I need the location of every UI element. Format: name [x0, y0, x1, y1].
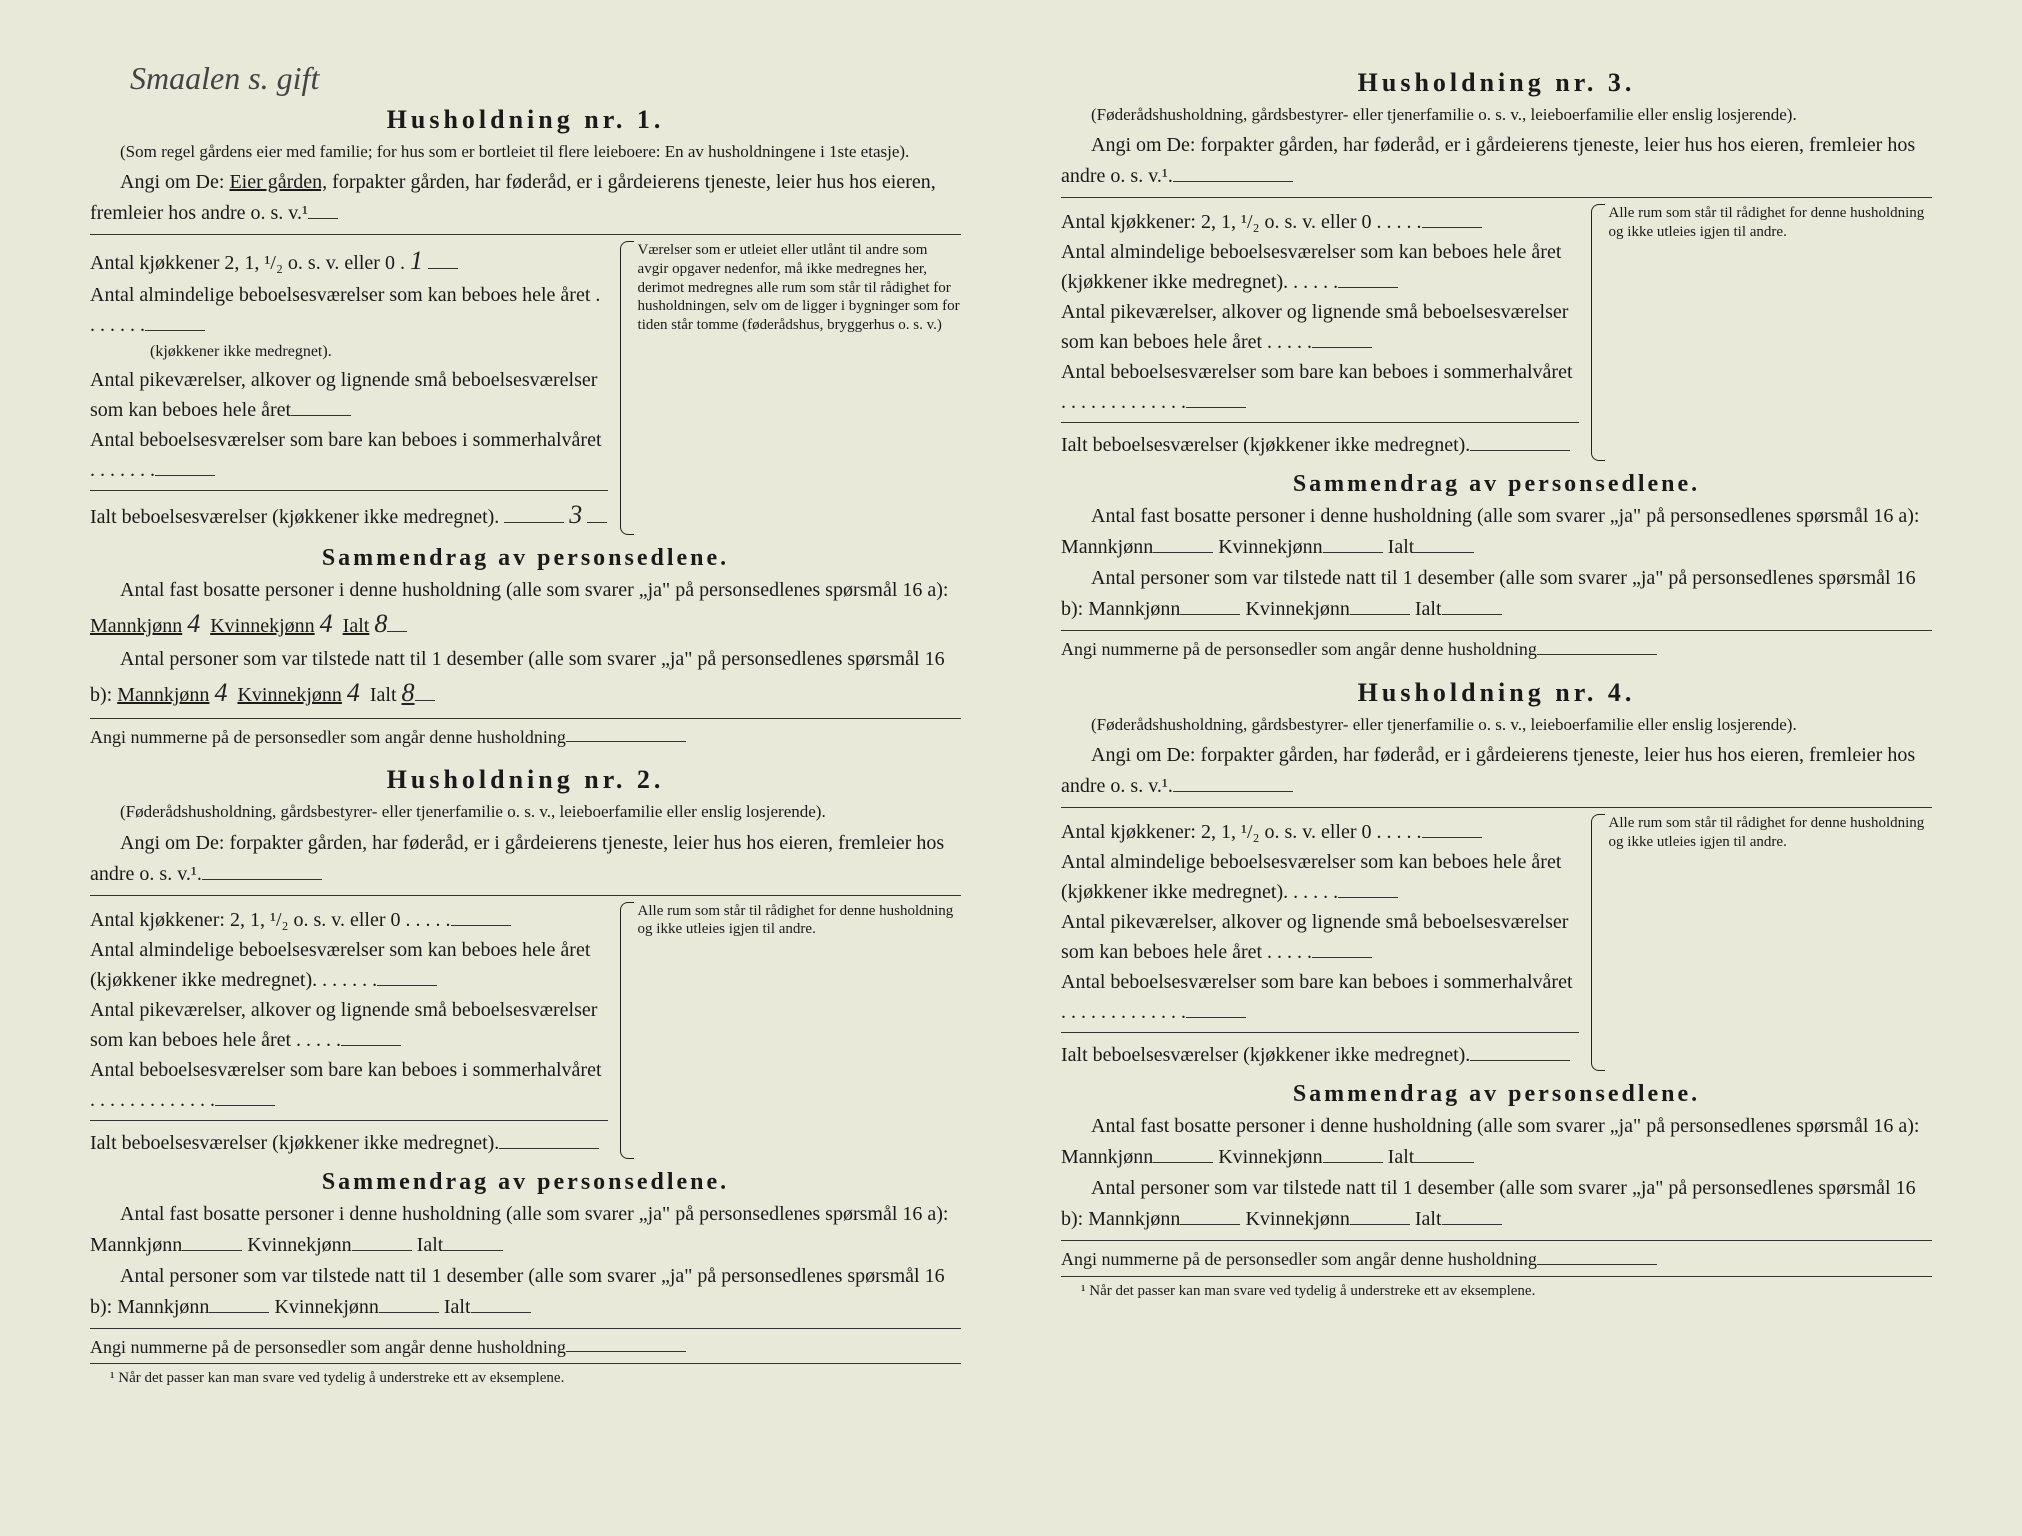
household-title: Husholdning nr. 2.	[90, 765, 961, 795]
angi-numbers: Angi nummerne på de personsedler som ang…	[90, 718, 961, 748]
rooms-row-3: Antal beboelsesværelser som bare kan beb…	[90, 426, 608, 484]
rooms-total-row: Ialt beboelsesværelser (kjøkkener ikke m…	[90, 497, 608, 533]
summary-title: Sammendrag av personsedlene.	[90, 545, 961, 572]
kvinne-16b: 4	[347, 678, 360, 707]
footnote: ¹ Når det passer kan man svare ved tydel…	[90, 1370, 961, 1387]
ownership-prompt: Angi om De: forpakter gården, har føderå…	[90, 828, 961, 889]
household-1: Husholdning nr. 1. (Som regel gårdens ei…	[90, 105, 961, 747]
right-page: Husholdning nr. 3. (Føderådshusholdning,…	[1011, 60, 1982, 1476]
angi-numbers: Angi nummerne på de personsedler som ang…	[90, 1328, 961, 1358]
summary-16b: Antal personer som var tilstede natt til…	[90, 645, 961, 712]
rooms-row-1: Antal almindelige beboelsesværelser som …	[90, 281, 608, 339]
mann-16a: 4	[187, 609, 200, 638]
summary-16a: Antal fast bosatte personer i denne hush…	[1061, 1112, 1932, 1172]
mann-label: Mannkjønn	[90, 615, 182, 637]
rooms-total-row: Ialt beboelsesværelser (kjøkkener ikke m…	[1061, 429, 1579, 459]
rooms-row-1-sub: (kjøkkener ikke medregnet).	[90, 341, 608, 363]
kitchens-row: Antal kjøkkener: 2, 1, ¹/₂ o. s. v. elle…	[1061, 206, 1579, 236]
summary-16b: Antal personer som var tilstede natt til…	[1061, 564, 1932, 624]
sidenote-2: Alle rum som står til rådighet for denne…	[620, 902, 961, 1159]
summary-title: Sammendrag av personsedlene.	[1061, 1081, 1932, 1108]
ownership-prompt: Angi om De: forpakter gården, har føderå…	[1061, 740, 1932, 801]
household-subtitle: (Føderådshusholdning, gårdsbestyrer- ell…	[1061, 714, 1932, 736]
prompt-prefix: Angi om De:	[120, 171, 224, 193]
rooms-row-3: Antal beboelsesværelser som bare kan beb…	[90, 1056, 608, 1114]
kitchens-row: Antal kjøkkener 2, 1, ¹/₂ o. s. v. eller…	[90, 243, 608, 279]
ialt-16b: 8	[402, 678, 415, 707]
rooms-row-3: Antal beboelsesværelser som bare kan beb…	[1061, 968, 1579, 1026]
rooms-row-2: Antal pikeværelser, alkover og lignende …	[90, 366, 608, 424]
household-subtitle: (Føderådshusholdning, gårdsbestyrer- ell…	[90, 801, 961, 823]
kitchens-row: Antal kjøkkener: 2, 1, ¹/₂ o. s. v. elle…	[90, 904, 608, 934]
summary-title: Sammendrag av personsedlene.	[1061, 471, 1932, 498]
rooms-total-row: Ialt beboelsesværelser (kjøkkener ikke m…	[90, 1127, 608, 1157]
sidenote-1: Værelser som er utleiet eller utlånt til…	[620, 241, 961, 535]
summary-16a: Antal fast bosatte personer i denne hush…	[90, 576, 961, 643]
ownership-prompt: Angi om De: forpakter gården, har føderå…	[1061, 130, 1932, 191]
handwritten-annotation: Smaalen s. gift	[90, 60, 961, 97]
household-title: Husholdning nr. 3.	[1061, 68, 1932, 98]
rooms-total-value: 3	[569, 500, 582, 529]
summary-16b: Antal personer som var tilstede natt til…	[90, 1262, 961, 1322]
rooms-row-1: Antal almindelige beboelsesværelser som …	[1061, 848, 1579, 906]
rooms-total-row: Ialt beboelsesværelser (kjøkkener ikke m…	[1061, 1039, 1579, 1069]
prompt-underlined: Eier gården,	[229, 171, 327, 193]
household-3: Husholdning nr. 3. (Føderådshusholdning,…	[1061, 68, 1932, 660]
ialt-label: Ialt	[343, 615, 370, 637]
sidenote-4: Alle rum som står til rådighet for denne…	[1591, 814, 1932, 1071]
household-subtitle: (Føderådshusholdning, gårdsbestyrer- ell…	[1061, 104, 1932, 126]
footnote: ¹ Når det passer kan man svare ved tydel…	[1061, 1283, 1932, 1300]
rooms-row-1: Antal almindelige beboelsesværelser som …	[90, 936, 608, 994]
rooms-row-2: Antal pikeværelser, alkover og lignende …	[1061, 298, 1579, 356]
rooms-row-2: Antal pikeværelser, alkover og lignende …	[1061, 908, 1579, 966]
household-title: Husholdning nr. 4.	[1061, 678, 1932, 708]
ownership-prompt: Angi om De: Eier gården, forpakter gårde…	[90, 167, 961, 228]
kvinne-16a: 4	[320, 609, 333, 638]
household-title: Husholdning nr. 1.	[90, 105, 961, 135]
rooms-row-3: Antal beboelsesværelser som bare kan beb…	[1061, 358, 1579, 416]
rooms-row-2: Antal pikeværelser, alkover og lignende …	[90, 996, 608, 1054]
mann-16b: 4	[214, 678, 227, 707]
sidenote-3: Alle rum som står til rådighet for denne…	[1591, 204, 1932, 461]
household-4: Husholdning nr. 4. (Føderådshusholdning,…	[1061, 678, 1932, 1270]
angi-numbers: Angi nummerne på de personsedler som ang…	[1061, 1240, 1932, 1270]
angi-numbers: Angi nummerne på de personsedler som ang…	[1061, 630, 1932, 660]
summary-16b: Antal personer som var tilstede natt til…	[1061, 1174, 1932, 1234]
kitchens-row: Antal kjøkkener: 2, 1, ¹/₂ o. s. v. elle…	[1061, 816, 1579, 846]
household-subtitle: (Som regel gårdens eier med familie; for…	[90, 141, 961, 163]
left-page: Smaalen s. gift Husholdning nr. 1. (Som …	[40, 60, 1011, 1476]
summary-16a: Antal fast bosatte personer i denne hush…	[1061, 502, 1932, 562]
summary-16a: Antal fast bosatte personer i denne hush…	[90, 1200, 961, 1260]
kvinne-label: Kvinnekjønn	[210, 615, 314, 637]
ialt-16a: 8	[374, 609, 387, 638]
summary-title: Sammendrag av personsedlene.	[90, 1169, 961, 1196]
household-2: Husholdning nr. 2. (Føderådshusholdning,…	[90, 765, 961, 1357]
kitchens-value: 1	[410, 246, 423, 275]
rooms-row-1: Antal almindelige beboelsesværelser som …	[1061, 238, 1579, 296]
